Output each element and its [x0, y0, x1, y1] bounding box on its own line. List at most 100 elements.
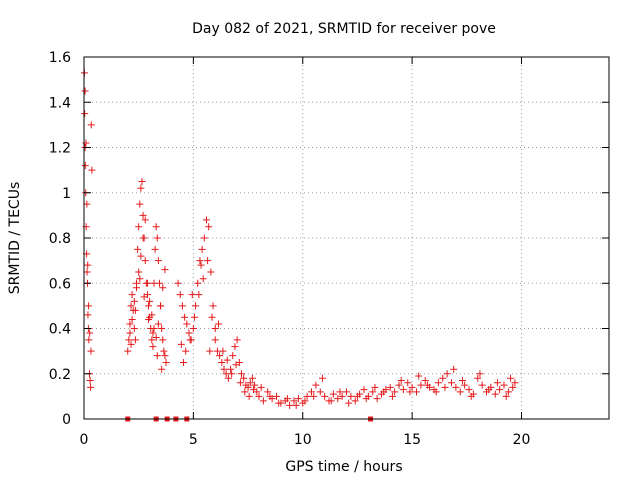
data-point: [228, 370, 236, 378]
data-point: [81, 110, 89, 118]
data-point: [399, 386, 407, 394]
data-point: [136, 275, 144, 283]
data-point: [388, 392, 396, 400]
y-tick-label: 0: [62, 412, 71, 428]
data-point: [130, 297, 138, 305]
data-point: [181, 313, 189, 321]
data-point: [448, 379, 455, 387]
data-point: [232, 361, 240, 369]
data-point: [190, 313, 198, 321]
data-point: [397, 377, 405, 385]
data-point: [134, 245, 142, 253]
y-axis-label: SRMTID / TECUs: [7, 182, 23, 295]
data-point: [211, 336, 219, 344]
data-point: [161, 352, 169, 360]
data-point: [139, 211, 147, 219]
data-point: [87, 383, 95, 391]
y-tick-label: 0.8: [49, 231, 71, 247]
data-point: [137, 184, 145, 192]
data-point: [216, 352, 224, 360]
data-point: [174, 279, 182, 287]
data-point: [294, 395, 302, 403]
data-point: [138, 177, 146, 185]
data-point: [408, 383, 416, 391]
data-point: [178, 302, 186, 310]
x-tick-label: 5: [189, 432, 198, 448]
data-point: [292, 401, 300, 409]
data-point: [500, 381, 508, 389]
data-point: [88, 166, 96, 174]
data-point: [266, 392, 274, 400]
data-point: [308, 388, 315, 396]
data-point: [83, 200, 91, 208]
data-point: [417, 381, 425, 389]
data-point: [186, 336, 194, 344]
data-point: [334, 395, 342, 403]
data-point: [87, 347, 95, 355]
x-tick-label: 20: [513, 432, 531, 448]
data-point: [485, 386, 493, 394]
data-point: [154, 257, 162, 265]
plot-frame: [83, 56, 610, 420]
data-point: [124, 347, 132, 355]
data-point: [250, 386, 258, 394]
data-point: [180, 358, 188, 366]
data-point: [189, 325, 197, 332]
data-point: [496, 386, 504, 394]
data-point: [474, 374, 482, 382]
data-point: [131, 306, 139, 314]
data-point: [152, 334, 160, 342]
data-point: [491, 390, 499, 398]
data-point: [150, 325, 158, 332]
data-point: [219, 347, 227, 355]
data-point: [502, 392, 510, 400]
data-point: [465, 386, 473, 394]
data-point: [135, 268, 143, 276]
data-point: [223, 356, 231, 364]
data-point: [126, 320, 134, 328]
data-point: [421, 377, 429, 385]
data-point: [194, 279, 202, 287]
x-tick-label: 15: [403, 432, 421, 448]
x-tick-label: 10: [294, 432, 312, 448]
data-point: [126, 329, 134, 337]
data-point: [264, 388, 272, 396]
data-point: [380, 388, 388, 396]
data-point: [240, 374, 248, 382]
data-point: [204, 257, 212, 265]
data-point: [209, 302, 217, 310]
data-point: [373, 395, 381, 403]
data-point: [84, 261, 92, 269]
data-point: [391, 388, 399, 396]
data-point: [434, 379, 442, 387]
data-point: [143, 279, 151, 287]
data-point: [185, 329, 193, 337]
data-point: [154, 320, 162, 328]
data-point: [327, 397, 335, 405]
data-point: [255, 392, 263, 400]
data-point: [135, 223, 143, 231]
data-point: [241, 388, 249, 396]
data-point: [273, 392, 280, 400]
data-point: [432, 388, 440, 396]
data-point: [441, 383, 449, 391]
data-point: [177, 340, 185, 348]
x-axis-label: GPS time / hours: [285, 459, 402, 475]
data-point: [251, 381, 259, 389]
data-point: [162, 358, 170, 366]
data-point: [224, 374, 232, 382]
data-point: [301, 397, 309, 405]
data-point: [183, 320, 191, 328]
data-point: [127, 302, 135, 310]
data-point: [85, 336, 93, 344]
data-point: [259, 397, 267, 405]
data-point: [493, 379, 501, 387]
data-point: [310, 392, 318, 400]
data-point: [149, 329, 157, 337]
data-point: [338, 392, 346, 400]
y-tick-label: 1: [62, 186, 71, 202]
data-point: [257, 383, 265, 391]
data-point: [371, 383, 379, 391]
data-point: [423, 381, 431, 389]
